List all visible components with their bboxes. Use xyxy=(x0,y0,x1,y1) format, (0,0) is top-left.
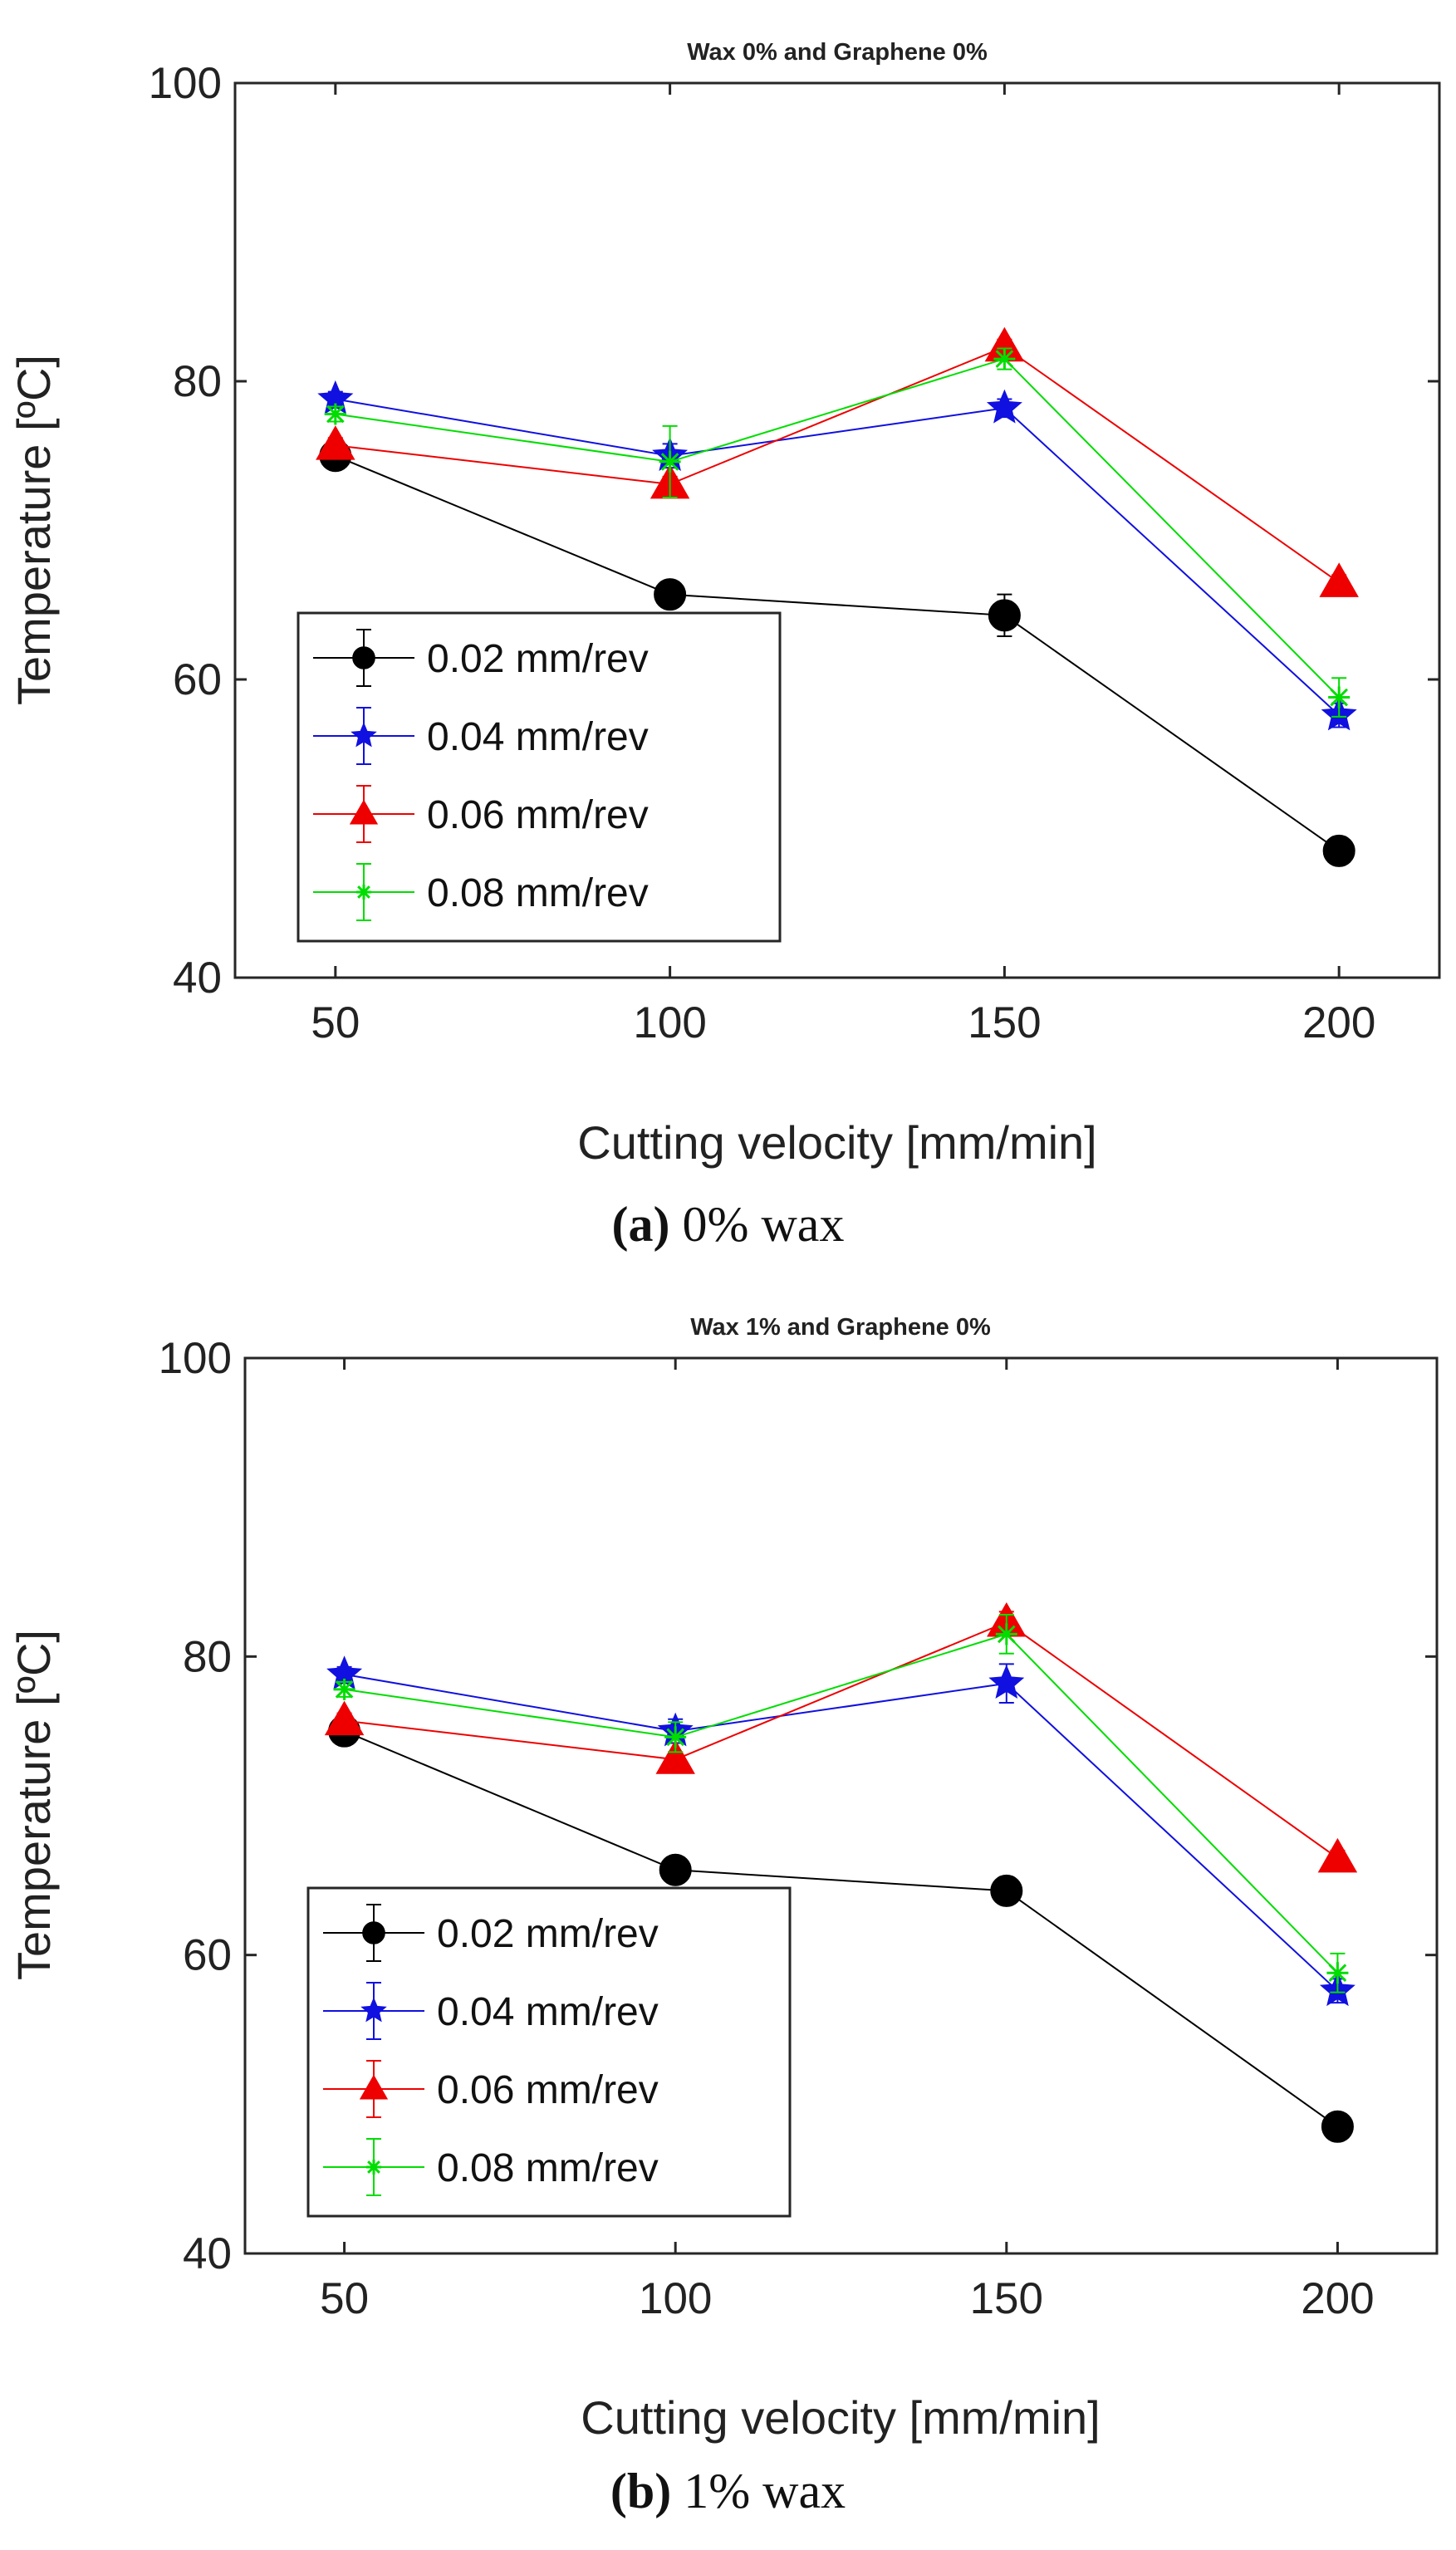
series-line xyxy=(335,398,1340,716)
figure-b: Wax 1% and Graphene 0% 50 100 150 200 40 60 80… xyxy=(0,1275,1456,2550)
legend-label: 0.04 mm/rev xyxy=(437,1990,659,2034)
legend-label: 0.08 mm/rev xyxy=(427,871,649,915)
data-point xyxy=(986,389,1022,424)
data-point xyxy=(990,1874,1023,1907)
chart-a: Wax 0% and Graphene 0% 50 100 150 200 40 60 80… xyxy=(7,39,1441,1169)
data-point xyxy=(1326,1962,1349,1984)
chart-title: Wax 1% and Graphene 0% xyxy=(690,1314,991,1341)
legend-marker xyxy=(355,884,372,900)
legend-label: 0.06 mm/rev xyxy=(427,793,649,837)
legend-marker xyxy=(352,646,375,669)
legend-marker xyxy=(362,1921,385,1944)
y-tick-label: 80 xyxy=(183,1632,232,1681)
legend-marker xyxy=(349,799,379,825)
x-tick-label: 100 xyxy=(639,2274,712,2323)
data-point xyxy=(664,1726,687,1748)
chart-title: Wax 0% and Graphene 0% xyxy=(687,39,988,66)
caption-label: (b) xyxy=(610,2464,672,2518)
caption-text: 0% wax xyxy=(669,1197,845,1252)
data-point xyxy=(333,1678,355,1700)
x-tick-label: 100 xyxy=(633,998,706,1047)
x-axis-label: Cutting velocity [mm/min] xyxy=(581,2391,1101,2444)
caption-b: (b) 1% wax xyxy=(0,2463,1456,2520)
series-line xyxy=(344,1633,1339,1974)
data-point xyxy=(1328,686,1351,709)
legend-marker xyxy=(360,1997,387,2023)
y-tick-label: 100 xyxy=(149,59,222,108)
legend-item: 0.04 mm/rev xyxy=(323,1982,659,2040)
series-0-06-mm-rev xyxy=(316,326,1359,597)
data-point xyxy=(654,578,687,611)
chart-b: Wax 1% and Graphene 0% 50 100 150 200 40 60 80… xyxy=(7,1314,1439,2444)
y-tick-label: 40 xyxy=(173,954,222,1003)
data-point xyxy=(1321,2110,1354,2143)
legend-marker xyxy=(365,2159,382,2175)
legend-item: 0.02 mm/rev xyxy=(323,1904,659,1962)
data-point xyxy=(659,450,681,473)
y-axis-label: Temperature [ºC] xyxy=(7,1630,60,1980)
legend-marker xyxy=(351,722,377,748)
data-point xyxy=(1317,1837,1358,1873)
series-line xyxy=(344,1673,1339,1992)
series-0-08-mm-rev xyxy=(333,1614,1349,1993)
x-axis-label: Cutting velocity [mm/min] xyxy=(577,1116,1097,1169)
legend-label: 0.02 mm/rev xyxy=(437,1912,659,1956)
x-tick-label: 50 xyxy=(320,2274,369,2323)
series-0-08-mm-rev xyxy=(324,347,1351,718)
y-tick-label: 40 xyxy=(183,2229,232,2278)
x-tick-label: 150 xyxy=(970,2274,1043,2323)
data-point xyxy=(324,1700,365,1736)
data-point xyxy=(655,1739,695,1774)
legend-item: 0.02 mm/rev xyxy=(313,629,649,687)
legend-label: 0.08 mm/rev xyxy=(437,2146,659,2190)
y-tick-label: 100 xyxy=(159,1334,232,1383)
series-line xyxy=(344,1621,1338,1859)
legend-item: 0.06 mm/rev xyxy=(323,2060,659,2118)
series-line xyxy=(344,1730,1338,2128)
series-line xyxy=(335,357,1340,699)
data-point xyxy=(324,403,346,425)
data-point xyxy=(988,599,1021,632)
data-point xyxy=(988,1665,1025,1699)
legend-item: 0.08 mm/rev xyxy=(323,2138,659,2196)
legend-item: 0.08 mm/rev xyxy=(313,863,649,921)
legend-item: 0.04 mm/rev xyxy=(313,707,649,765)
series-line xyxy=(335,346,1340,584)
caption-a: (a) 0% wax xyxy=(0,1196,1456,1253)
x-tick-label: 200 xyxy=(1302,998,1375,1047)
figure-a: Wax 0% and Graphene 0% 50 100 150 200 40 60 80… xyxy=(0,39,1456,1253)
y-tick-label: 80 xyxy=(173,357,222,406)
legend-label: 0.04 mm/rev xyxy=(427,715,649,759)
y-axis-label: Temperature [ºC] xyxy=(7,355,60,705)
legend-label: 0.02 mm/rev xyxy=(427,637,649,681)
data-point xyxy=(1322,834,1356,867)
legend-item: 0.06 mm/rev xyxy=(313,785,649,843)
legend-box xyxy=(306,1886,792,2218)
series-line xyxy=(335,454,1340,852)
legend-label: 0.06 mm/rev xyxy=(437,2068,659,2112)
legend-marker xyxy=(359,2074,389,2100)
y-tick-label: 60 xyxy=(173,655,222,704)
legend-box xyxy=(297,611,782,943)
caption-text: 1% wax xyxy=(671,2464,846,2518)
data-point xyxy=(659,1853,692,1886)
x-tick-label: 50 xyxy=(311,998,360,1047)
caption-label: (a) xyxy=(611,1197,670,1252)
x-tick-label: 200 xyxy=(1301,2274,1374,2323)
data-point xyxy=(993,348,1016,370)
y-tick-label: 60 xyxy=(183,1931,232,1980)
data-point xyxy=(995,1623,1017,1645)
data-point xyxy=(316,425,355,460)
data-point xyxy=(1319,562,1359,597)
x-tick-label: 150 xyxy=(968,998,1041,1047)
